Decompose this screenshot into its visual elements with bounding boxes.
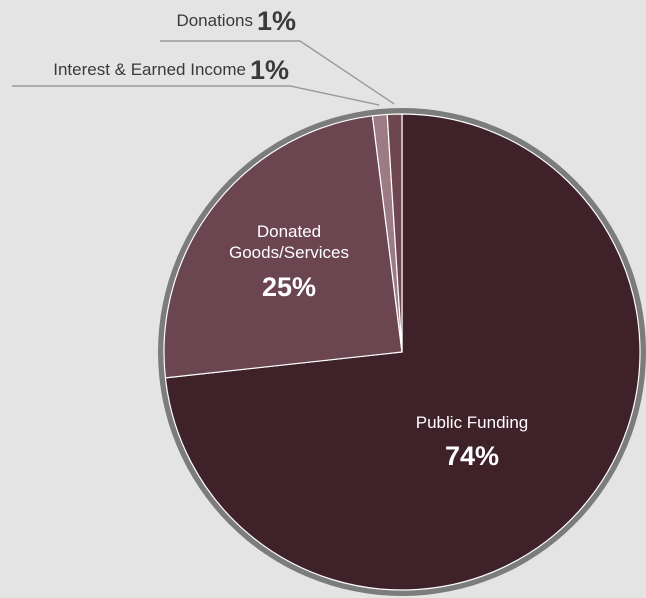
- pie-slices: [163, 113, 641, 591]
- slice-donated-goods-services: [163, 115, 403, 379]
- slice-value-public-funding: 74%: [445, 441, 499, 471]
- slice-public-funding: [164, 113, 641, 591]
- slice-value-donated-goods: 25%: [262, 272, 316, 302]
- slice-label-public-funding: Public Funding: [416, 413, 528, 432]
- callout-value-interest-earned-income: 1%: [250, 55, 289, 85]
- slice-label-donated-goods-line2: Goods/Services: [229, 243, 349, 262]
- callout-label-donations: Donations: [176, 11, 253, 30]
- callout-label-interest-earned-income: Interest & Earned Income: [53, 60, 246, 79]
- callout-leader-lines: [12, 40, 395, 106]
- slice-donations: [386, 113, 403, 353]
- callout-value-donations: 1%: [257, 6, 296, 36]
- leader-line-donations: [160, 40, 395, 105]
- leader-line-interest-earned-income: [12, 85, 380, 106]
- slice-label-donated-goods-line1: Donated: [257, 222, 321, 241]
